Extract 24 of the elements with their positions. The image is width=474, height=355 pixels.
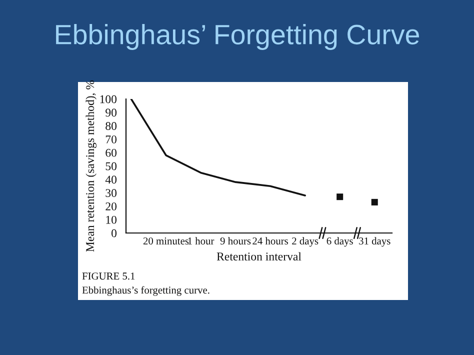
y-tick-label: 10 <box>106 216 117 224</box>
y-tick-label: 30 <box>106 189 117 198</box>
x-axis-title: Retention interval <box>216 252 302 261</box>
x-tick-label: 9 hours <box>220 237 251 244</box>
y-tick-label: 20 <box>106 202 117 210</box>
x-tick-label: 20 minutes <box>143 237 189 244</box>
y-tick-label: 90 <box>106 108 117 117</box>
x-tick-label: 24 hours <box>252 237 288 244</box>
x-tick-label: 6 days <box>326 237 353 247</box>
x-tick-label: 31 days <box>359 237 390 247</box>
caption: FIGURE 5.1 <box>82 272 135 280</box>
line-series <box>130 99 306 196</box>
y-tick-label: 50 <box>106 162 117 170</box>
y-tick-label: 60 <box>106 148 117 157</box>
y-tick-label: 40 <box>105 176 117 184</box>
y-tick-label: 80 <box>106 122 117 130</box>
y-tick-label: 0 <box>112 229 117 238</box>
y-tick-label: 70 <box>106 135 117 144</box>
text: Ebbinghaus’s forgetting curve. <box>82 286 210 296</box>
y-axis-title: Mean retention (savings method), % <box>86 80 96 252</box>
chart-title: Ebbinghaus’ Forgetting Curve <box>56 24 420 50</box>
x-tick-label: 1 hour <box>188 237 214 244</box>
x-tick-label: 2 days <box>292 237 318 247</box>
y-tick-label: 100 <box>100 95 117 104</box>
